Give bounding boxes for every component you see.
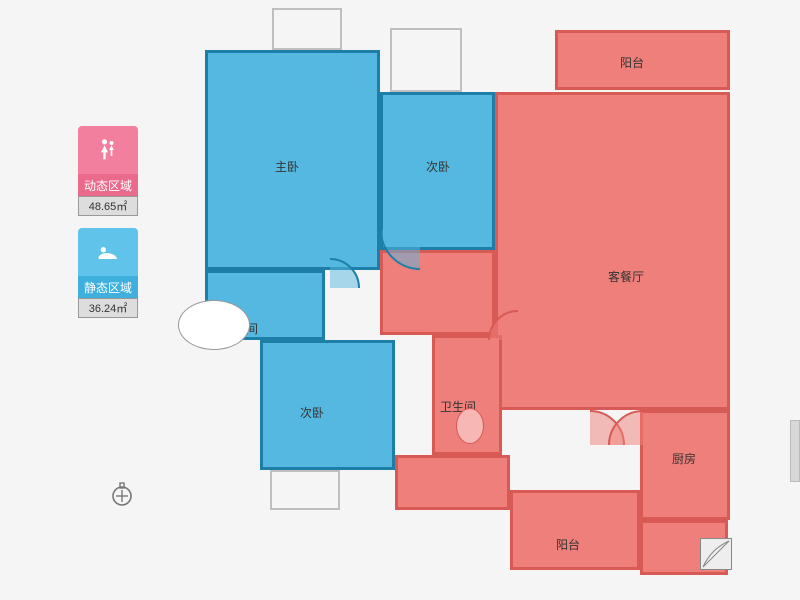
floorplan-canvas: 阳台 客餐厅 主卧 次卧 卫生间 次卧 卫生间 厨房 阳台 动态区域 48.65… (0, 0, 800, 600)
legend-title: 动态区域 (78, 174, 138, 196)
diagonal-icon (701, 539, 731, 569)
legend-title: 静态区域 (78, 276, 138, 298)
legend-header (78, 126, 138, 174)
window-box-icon (700, 538, 732, 570)
legend-value: 36.24㎡ (78, 298, 138, 318)
compass-icon (108, 480, 136, 508)
wall-recess (270, 470, 340, 510)
room-label: 厨房 (672, 450, 696, 467)
legend-dynamic: 动态区域 48.65㎡ (78, 126, 138, 216)
toilet-fixture-icon (456, 408, 484, 444)
wall-recess (272, 8, 342, 50)
room-hall-lower (395, 455, 510, 510)
toilet-fixture-icon (178, 300, 250, 350)
room-balcony-bottom (510, 490, 640, 570)
door-arc-icon (555, 410, 625, 480)
room-label: 阳台 (620, 54, 644, 71)
scrollbar-hint (790, 420, 800, 482)
room-label: 次卧 (426, 158, 450, 175)
legend-header (78, 228, 138, 276)
room-second-bedroom-bottom (260, 340, 395, 470)
legend-value: 48.65㎡ (78, 196, 138, 216)
wall-recess (390, 28, 462, 92)
room-label: 客餐厅 (608, 268, 644, 285)
room-label: 主卧 (275, 158, 299, 175)
people-icon (94, 136, 122, 164)
room-label: 次卧 (300, 404, 324, 421)
sleep-icon (94, 238, 122, 266)
room-label: 阳台 (556, 536, 580, 553)
room-living-dining (495, 92, 730, 410)
legend-static: 静态区域 36.24㎡ (78, 228, 138, 318)
